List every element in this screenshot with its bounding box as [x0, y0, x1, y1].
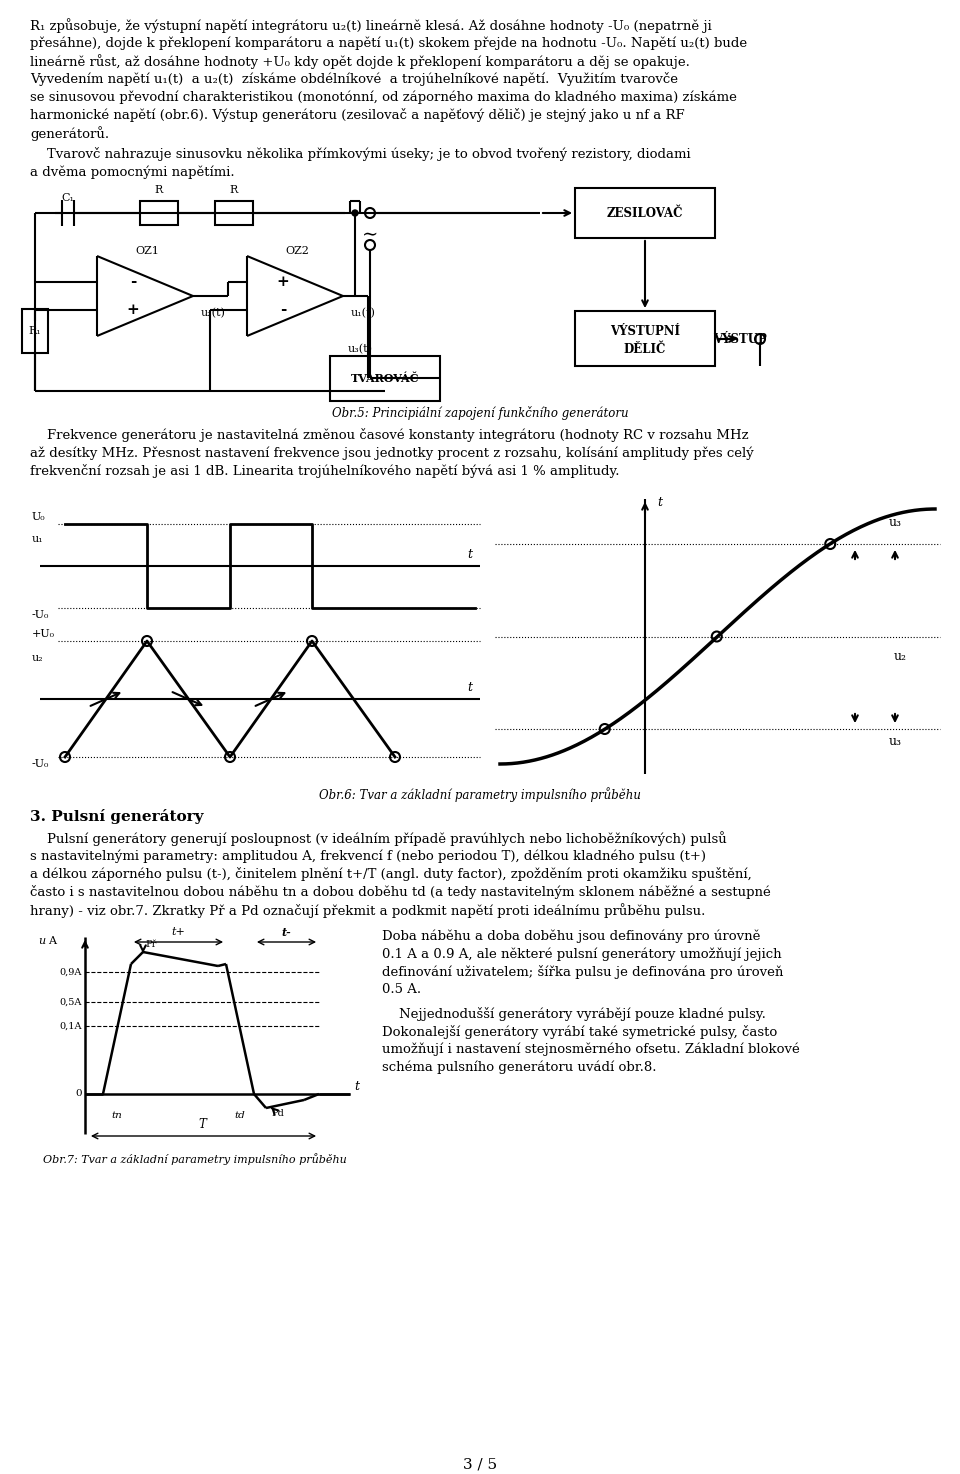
Text: C₁: C₁ [61, 193, 75, 203]
Text: DĚLIČ: DĚLIČ [624, 342, 666, 355]
Text: Pulsní generátory generují posloupnost (v ideálním případě pravúhlych nebo licho: Pulsní generátory generují posloupnost (… [30, 831, 727, 846]
Text: OZ1: OZ1 [135, 246, 159, 256]
Text: ∼: ∼ [362, 226, 378, 245]
Circle shape [711, 631, 722, 641]
Text: schéma pulsního generátoru uvádí obr.8.: schéma pulsního generátoru uvádí obr.8. [382, 1061, 657, 1075]
Text: U₀: U₀ [32, 511, 46, 522]
Text: R₁ způsobuje, že výstupní napětí integrátoru u₂(t) lineárně klesá. Až dosáhne ho: R₁ způsobuje, že výstupní napětí integrá… [30, 18, 711, 32]
Bar [215, 200, 253, 226]
Text: u₃: u₃ [889, 734, 901, 747]
Text: A: A [48, 936, 56, 946]
Text: 0.5 A.: 0.5 A. [382, 983, 421, 996]
Text: u₃(t): u₃(t) [348, 343, 372, 354]
Text: +U₀: +U₀ [32, 629, 55, 640]
Text: -: - [279, 304, 286, 317]
Bar [330, 357, 440, 401]
Text: t: t [657, 495, 662, 509]
Text: R₁: R₁ [29, 326, 41, 336]
Bar [22, 310, 48, 352]
Text: hrany) - viz obr.7. Zkratky Př a Pd označují překmit a podkmit napětí proti ideá: hrany) - viz obr.7. Zkratky Př a Pd ozna… [30, 904, 706, 918]
Text: Pd: Pd [272, 1108, 284, 1117]
Circle shape [365, 240, 375, 251]
Circle shape [600, 724, 610, 734]
Text: t+: t+ [171, 927, 185, 937]
Text: tn: tn [111, 1111, 122, 1120]
Text: t-: t- [281, 927, 291, 937]
Text: u₂: u₂ [894, 650, 906, 663]
Text: Př: Př [145, 939, 156, 948]
Text: VÝSTUPNÍ: VÝSTUPNÍ [610, 324, 680, 338]
Text: Obr.7: Tvar a základní parametry impulsního průběhu: Obr.7: Tvar a základní parametry impulsn… [43, 1153, 347, 1164]
Text: u₂: u₂ [32, 653, 43, 663]
Text: definování uživatelem; šířka pulsu je definována pro úroveň: definování uživatelem; šířka pulsu je de… [382, 965, 783, 979]
Text: a dvěma pomocnými napětími.: a dvěma pomocnými napětími. [30, 165, 234, 178]
Text: T: T [198, 1117, 206, 1131]
Text: 0: 0 [76, 1089, 82, 1098]
Circle shape [307, 635, 317, 646]
Text: s nastavitelnými parametry: amplitudou A, frekvencí f (nebo periodou T), délkou : s nastavitelnými parametry: amplitudou A… [30, 849, 706, 862]
Bar [575, 189, 715, 237]
Text: až desítky MHz. Přesnost nastavení frekvence jsou jednotky procent z rozsahu, ko: až desítky MHz. Přesnost nastavení frekv… [30, 447, 754, 460]
Text: 0.1 A a 0.9 A, ale některé pulsní generátory umožňují jejich: 0.1 A a 0.9 A, ale některé pulsní generá… [382, 946, 781, 961]
Text: Tvarovč nahrazuje sinusovku několika přímkovými úseky; je to obvod tvořený rezis: Tvarovč nahrazuje sinusovku několika pří… [30, 147, 690, 161]
Text: TVAROVÁČ: TVAROVÁČ [350, 373, 420, 383]
Text: frekvenční rozsah je asi 1 dB. Linearita trojúhelníkového napětí bývá asi 1 % am: frekvenční rozsah je asi 1 dB. Linearita… [30, 464, 619, 478]
Text: t: t [468, 547, 472, 560]
Circle shape [390, 752, 400, 762]
Text: 0,1A: 0,1A [60, 1021, 82, 1030]
Circle shape [352, 209, 358, 217]
Text: -U₀: -U₀ [32, 610, 49, 621]
Text: 3 / 5: 3 / 5 [463, 1458, 497, 1473]
Text: lineárně růst, až dosáhne hodnoty +U₀ kdy opět dojde k překlopení komparátoru a : lineárně růst, až dosáhne hodnoty +U₀ kd… [30, 55, 690, 69]
Text: +: + [127, 304, 139, 317]
Circle shape [826, 539, 835, 548]
Text: R: R [155, 186, 163, 195]
Text: ZESILOVAČ: ZESILOVAČ [607, 206, 684, 220]
Text: 0,5A: 0,5A [60, 998, 82, 1007]
Bar [575, 311, 715, 366]
Text: generátorů.: generátorů. [30, 125, 109, 142]
Text: umožňují i nastavení stejnosměrného ofsetu. Základní blokové: umožňují i nastavení stejnosměrného ofse… [382, 1044, 800, 1057]
Text: u: u [38, 936, 45, 946]
Text: přesáhne), dojde k překlopení komparátoru a napětí u₁(t) skokem přejde na hodnot: přesáhne), dojde k překlopení komparátor… [30, 35, 747, 50]
Text: 3. Pulsní generátory: 3. Pulsní generátory [30, 809, 204, 824]
Text: -: - [130, 276, 136, 289]
Bar [140, 200, 178, 226]
Text: -U₀: -U₀ [32, 759, 49, 769]
Text: často i s nastavitelnou dobou náběhu tn a dobou doběhu td (a tedy nastavitelným : často i s nastavitelnou dobou náběhu tn … [30, 884, 771, 899]
Text: u₃: u₃ [889, 516, 901, 529]
Text: 0,9A: 0,9A [60, 967, 82, 976]
Text: se sinusovou převodní charakteristikou (monotónní, od záporného maxima do kladné: se sinusovou převodní charakteristikou (… [30, 90, 737, 103]
Text: td: td [234, 1111, 246, 1120]
Text: Doba náběhu a doba doběhu jsou definovány pro úrovně: Doba náběhu a doba doběhu jsou definován… [382, 929, 760, 942]
Circle shape [142, 635, 152, 646]
Circle shape [225, 752, 235, 762]
Text: Nejjednodušší generátory vyrábějí pouze kladné pulsy.: Nejjednodušší generátory vyrábějí pouze … [382, 1007, 766, 1021]
Text: Vyvedením napětí u₁(t)  a u₂(t)  získáme obdélníkové  a trojúhelníkové napětí.  : Vyvedením napětí u₁(t) a u₂(t) získáme o… [30, 72, 678, 85]
Text: Obr.6: Tvar a základní parametry impulsního průběhu: Obr.6: Tvar a základní parametry impulsn… [319, 787, 641, 802]
Text: u₁: u₁ [32, 534, 43, 544]
Text: OZ2: OZ2 [285, 246, 309, 256]
Circle shape [60, 752, 70, 762]
Text: Dokonalejší generátory vyrábí také symetrické pulsy, často: Dokonalejší generátory vyrábí také symet… [382, 1024, 778, 1039]
Text: u₂(t): u₂(t) [201, 308, 226, 318]
Text: R: R [229, 186, 238, 195]
Text: +: + [276, 276, 289, 289]
Text: t: t [354, 1079, 359, 1092]
Circle shape [365, 208, 375, 218]
Text: u₁(t): u₁(t) [351, 308, 376, 318]
Text: Frekvence generátoru je nastavitelná změnou časové konstanty integrátoru (hodnot: Frekvence generátoru je nastavitelná změ… [30, 427, 749, 442]
Text: Obr.5: Principiální zapojení funkčního generátoru: Obr.5: Principiální zapojení funkčního g… [332, 405, 628, 420]
Text: a délkou záporného pulsu (t-), činitelem plnění t+/T (angl. duty factor), zpoždě: a délkou záporného pulsu (t-), činitelem… [30, 867, 752, 881]
Text: harmonické napětí (obr.6). Výstup generátoru (zesilovač a napěťový dělič) je ste: harmonické napětí (obr.6). Výstup generá… [30, 108, 684, 122]
Text: t: t [468, 681, 472, 693]
Text: VÝSTUP: VÝSTUP [713, 333, 767, 345]
Circle shape [755, 335, 765, 343]
